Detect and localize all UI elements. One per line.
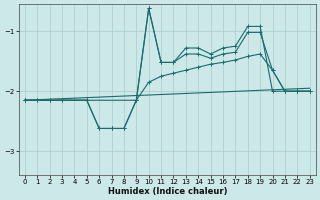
X-axis label: Humidex (Indice chaleur): Humidex (Indice chaleur) <box>108 187 227 196</box>
